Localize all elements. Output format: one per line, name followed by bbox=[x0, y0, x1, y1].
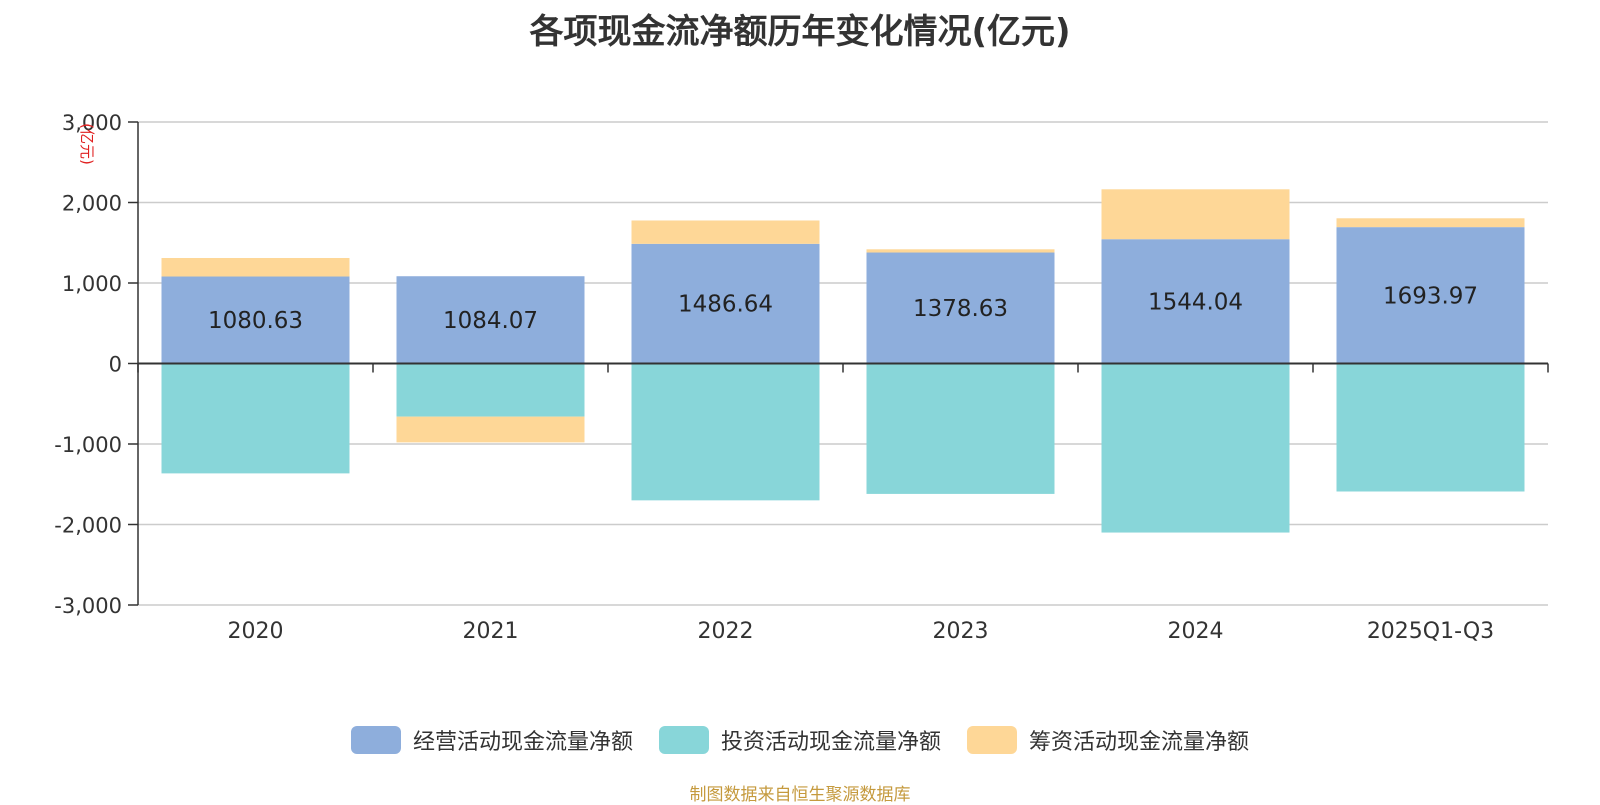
y-tick-label: 1,000 bbox=[62, 272, 122, 296]
data-label: 1486.64 bbox=[678, 292, 773, 318]
data-label: 1080.63 bbox=[208, 308, 303, 334]
x-tick-label: 2024 bbox=[1168, 619, 1224, 644]
y-tick-label: -3,000 bbox=[54, 594, 122, 618]
bar-segment bbox=[631, 220, 820, 244]
y-tick-label: 2,000 bbox=[62, 192, 122, 216]
bar-segment bbox=[1336, 218, 1525, 228]
chart-canvas: 3,000 2,000 1,000 0 -1,000 -2,000 -3,000 (亿元) 10… bbox=[54, 111, 1549, 644]
y-tick-label: 3,000 bbox=[62, 111, 122, 135]
bar-segment bbox=[1101, 239, 1290, 364]
bar-segment bbox=[396, 416, 585, 443]
y-tick-label: -1,000 bbox=[54, 433, 122, 457]
legend-swatch-financing bbox=[967, 726, 1017, 754]
y-tick-label: 0 bbox=[109, 353, 122, 377]
bar-segment bbox=[1101, 189, 1290, 240]
data-label: 1084.07 bbox=[443, 308, 538, 334]
legend-label-financing: 筹资活动现金流量净额 bbox=[1029, 730, 1250, 755]
bar-segment bbox=[1101, 363, 1290, 533]
bar-segment bbox=[866, 363, 1055, 494]
bar-segment bbox=[1336, 363, 1525, 492]
legend: 经营活动现金流量净额 投资活动现金流量净额 筹资活动现金流量净额 bbox=[0, 724, 1600, 756]
x-tick-label: 2023 bbox=[933, 619, 989, 644]
bar-segment bbox=[631, 243, 820, 364]
data-label: 1378.63 bbox=[913, 296, 1008, 322]
y-axis-label: (亿元) bbox=[78, 123, 96, 165]
x-tick-label: 2022 bbox=[698, 619, 754, 644]
bar-segment bbox=[631, 363, 820, 501]
source-note: 制图数据来自恒生聚源数据库 bbox=[689, 785, 911, 805]
legend-item-investing[interactable]: 投资活动现金流量净额 bbox=[658, 724, 941, 756]
bar-segment bbox=[396, 363, 585, 417]
bar-segment bbox=[161, 363, 350, 474]
chart-title: 各项现金流净额历年变化情况(亿元) bbox=[529, 12, 1071, 52]
bar-segment bbox=[866, 249, 1055, 253]
legend-swatch-investing bbox=[658, 726, 709, 754]
legend-item-financing[interactable]: 筹资活动现金流量净额 bbox=[967, 724, 1249, 756]
y-tick-label: -2,000 bbox=[54, 514, 122, 538]
bar-segment bbox=[396, 276, 585, 364]
bar-segment bbox=[161, 276, 350, 364]
legend-item-operating[interactable]: 经营活动现金流量净额 bbox=[350, 724, 633, 756]
bar-segment bbox=[161, 257, 350, 277]
legend-label-investing: 投资活动现金流量净额 bbox=[720, 730, 941, 755]
x-tick-label: 2025Q1-Q3 bbox=[1367, 619, 1494, 644]
bar-segment bbox=[866, 252, 1055, 364]
x-tick-label: 2020 bbox=[228, 619, 284, 644]
data-label: 1544.04 bbox=[1148, 289, 1243, 315]
bar-segment bbox=[1336, 227, 1525, 364]
legend-swatch-operating bbox=[350, 726, 401, 754]
data-label: 1693.97 bbox=[1383, 283, 1478, 309]
legend-label-operating: 经营活动现金流量净额 bbox=[412, 730, 633, 755]
x-tick-label: 2021 bbox=[463, 619, 519, 644]
